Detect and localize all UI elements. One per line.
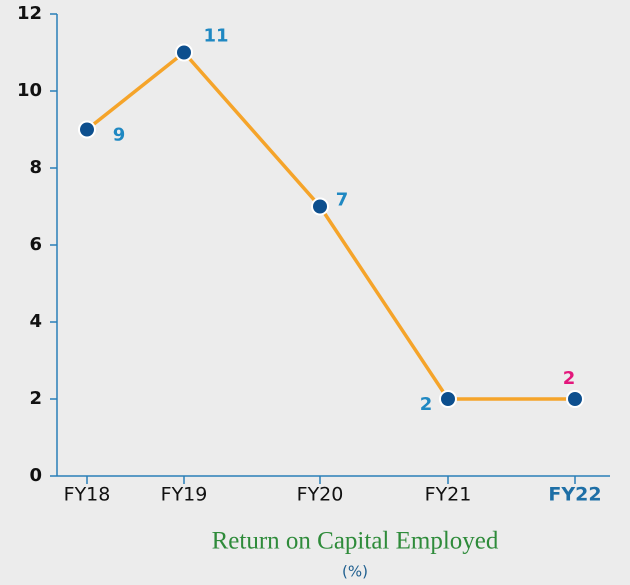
y-tick-label: 0 — [29, 465, 42, 486]
value-label: 2 — [563, 368, 576, 389]
y-tick-label: 4 — [29, 311, 42, 332]
y-tick-label: 6 — [29, 234, 42, 255]
x-tick-label: FY22 — [548, 484, 601, 506]
marker — [78, 120, 96, 139]
y-tick-label: 12 — [17, 3, 42, 24]
marker — [311, 197, 329, 216]
chart-subtitle: (%) — [342, 563, 368, 581]
value-label: 11 — [203, 26, 228, 47]
marker — [439, 390, 457, 408]
x-tick-label: FY19 — [161, 484, 208, 506]
value-label: 2 — [420, 394, 433, 415]
marker — [566, 390, 584, 408]
x-tick-label: FY21 — [425, 484, 472, 506]
y-tick-label: 2 — [29, 388, 42, 409]
chart-title: Return on Capital Employed — [212, 528, 499, 555]
marker — [175, 43, 193, 62]
y-tick-label: 10 — [17, 80, 42, 101]
y-tick-label: 8 — [29, 157, 42, 178]
x-tick-label: FY18 — [64, 484, 111, 506]
value-label: 7 — [336, 190, 349, 211]
value-label: 9 — [113, 125, 126, 146]
x-tick-label: FY20 — [297, 484, 344, 506]
